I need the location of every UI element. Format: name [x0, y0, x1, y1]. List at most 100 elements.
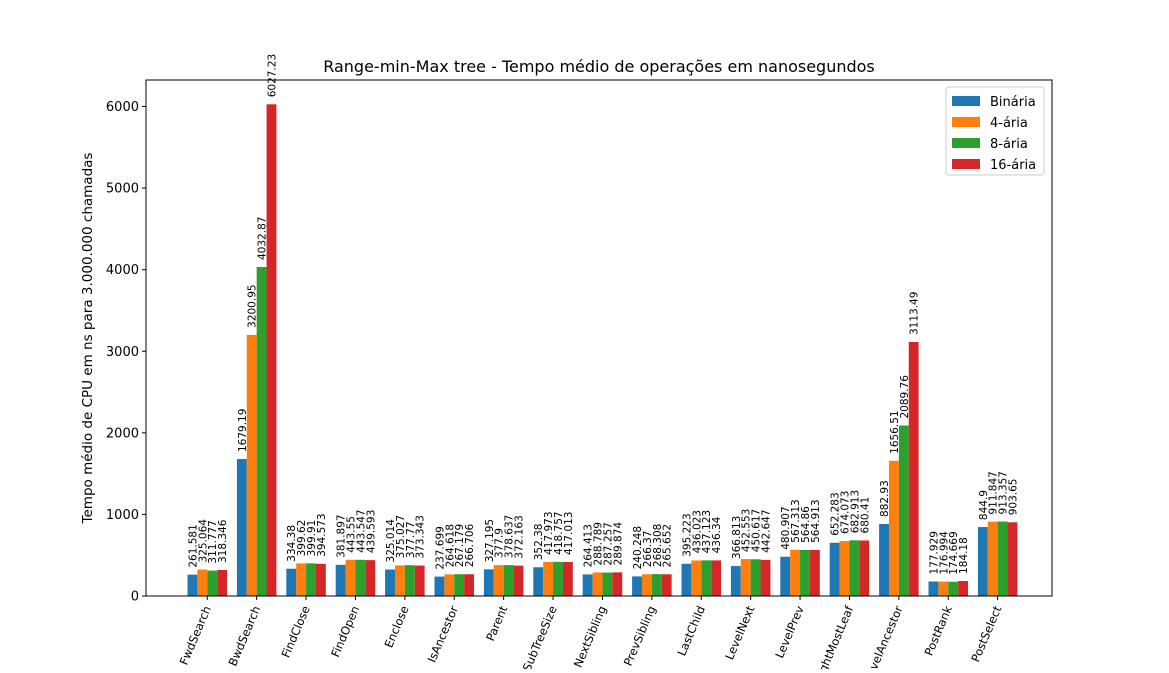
bar — [987, 521, 998, 596]
bar-value-label: 237.699 — [434, 526, 446, 569]
bar — [938, 581, 949, 596]
bar-value-label: 2089.76 — [899, 375, 911, 419]
bar-value-label: 480.907 — [780, 506, 792, 549]
bar — [266, 104, 277, 596]
bar-value-label: 377.9 — [494, 528, 506, 558]
bar-value-label: 264.413 — [583, 524, 595, 567]
bar — [888, 460, 899, 596]
bar-value-label: 287.257 — [602, 522, 614, 565]
y-tick-label: 2000 — [106, 426, 139, 441]
bar — [780, 556, 791, 596]
bar — [790, 549, 801, 596]
bar — [661, 574, 672, 596]
bar — [632, 576, 642, 596]
bar — [562, 561, 573, 596]
y-tick-label: 6000 — [106, 100, 139, 115]
bar-value-label: 844.9 — [978, 490, 990, 520]
bar — [711, 560, 722, 596]
bar-value-label: 567.313 — [790, 499, 802, 542]
bar-value-label: 184.18 — [958, 537, 970, 574]
bar — [335, 564, 346, 596]
bar-value-label: 436.34 — [711, 516, 723, 553]
bar — [879, 523, 889, 596]
bar — [750, 559, 761, 596]
bar — [839, 541, 850, 596]
bar-value-label: 674.073 — [840, 491, 852, 534]
bar-value-label: 266.37 — [642, 531, 654, 568]
bar-value-label: 177.929 — [928, 531, 940, 574]
bar-value-label: 1656.51 — [889, 410, 901, 453]
bar — [493, 565, 504, 596]
bar-value-label: 417.013 — [563, 512, 575, 555]
bar-value-label: 564.86 — [800, 506, 812, 543]
bar-value-label: 268.308 — [652, 524, 664, 567]
bar-value-label: 394.573 — [316, 513, 328, 556]
bar — [256, 266, 267, 596]
bar-value-label: 373.343 — [415, 515, 427, 558]
bar — [345, 559, 356, 596]
bar-value-label: 366.813 — [731, 516, 743, 559]
bar — [207, 570, 218, 596]
bar — [1007, 522, 1018, 596]
bar — [464, 574, 475, 596]
bar-value-label: 682.913 — [849, 490, 861, 533]
bar — [444, 574, 455, 596]
bar-value-label: 903.65 — [1007, 479, 1019, 516]
bar — [553, 561, 563, 596]
bar — [236, 459, 247, 596]
bar — [365, 560, 376, 596]
bar — [592, 572, 603, 596]
bar — [740, 559, 751, 596]
legend-label: Binária — [990, 95, 1036, 110]
y-tick-label: 3000 — [106, 345, 139, 360]
bar — [908, 341, 919, 596]
bar-value-label: 375.027 — [395, 515, 407, 558]
bar — [503, 565, 514, 596]
bar-value-label: 418.757 — [553, 511, 565, 554]
bar — [306, 563, 316, 596]
bar — [197, 569, 208, 596]
bar-value-label: 288.789 — [593, 522, 605, 565]
bar-value-label: 377.77 — [405, 521, 417, 558]
bar — [414, 565, 425, 596]
bar-value-label: 325.014 — [385, 519, 397, 563]
legend-label: 16-ária — [990, 158, 1036, 173]
bar-value-label: 334.38 — [286, 525, 298, 562]
bar-value-label: 261.581 — [187, 524, 199, 567]
bar-value-label: 381.897 — [336, 514, 348, 557]
bar — [315, 563, 326, 596]
bar-value-label: 452.553 — [741, 509, 753, 552]
bar-value-label: 352.38 — [533, 524, 545, 561]
legend-swatch — [952, 96, 980, 106]
bar — [997, 521, 1008, 596]
bar-value-label: 395.223 — [681, 513, 693, 556]
bar — [582, 574, 593, 596]
bar-value-label: 680.41 — [859, 497, 871, 534]
y-tick-label: 1000 — [106, 508, 139, 523]
legend: Binária 4-ária 8-ária 16-ária — [945, 86, 1045, 176]
bar — [296, 563, 307, 596]
bar-value-label: 436.023 — [691, 510, 703, 553]
legend-label: 8-ária — [990, 137, 1028, 152]
bar-value-label: 913.357 — [998, 471, 1010, 514]
bar — [651, 574, 662, 596]
bar — [977, 527, 988, 596]
bar-value-label: 450.617 — [751, 509, 763, 552]
bar-value-label: 437.123 — [701, 510, 713, 553]
bar — [217, 570, 228, 596]
bar-value-label: 240.248 — [632, 526, 644, 569]
bar-value-label: 267.179 — [454, 524, 466, 567]
bar-value-label: 266.706 — [464, 524, 476, 568]
y-tick-label: 4000 — [106, 263, 139, 278]
bar-value-label: 4032.87 — [257, 217, 269, 260]
bar-value-label: 439.593 — [365, 510, 377, 553]
legend-box — [945, 86, 1045, 176]
bar — [454, 574, 465, 596]
bar — [187, 574, 198, 596]
y-tick-label: 5000 — [106, 182, 139, 197]
bar — [691, 560, 702, 596]
bar — [286, 568, 297, 596]
bar-value-label: 372.163 — [513, 515, 525, 558]
